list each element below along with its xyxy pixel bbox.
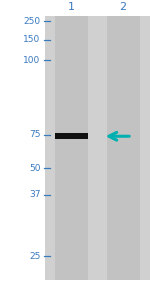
Text: 50: 50 (29, 164, 40, 173)
Bar (55, 16, 88, 280)
Text: 2: 2 (119, 2, 127, 12)
Text: 150: 150 (23, 35, 40, 44)
Text: 75: 75 (29, 130, 40, 139)
Bar (45, 16, 150, 280)
Bar (106, 16, 140, 280)
Text: 1: 1 (68, 2, 75, 12)
Text: 25: 25 (29, 252, 40, 261)
Text: 37: 37 (29, 190, 40, 199)
Bar (55, 133, 88, 139)
Text: 100: 100 (23, 56, 40, 64)
Text: 250: 250 (23, 17, 40, 25)
